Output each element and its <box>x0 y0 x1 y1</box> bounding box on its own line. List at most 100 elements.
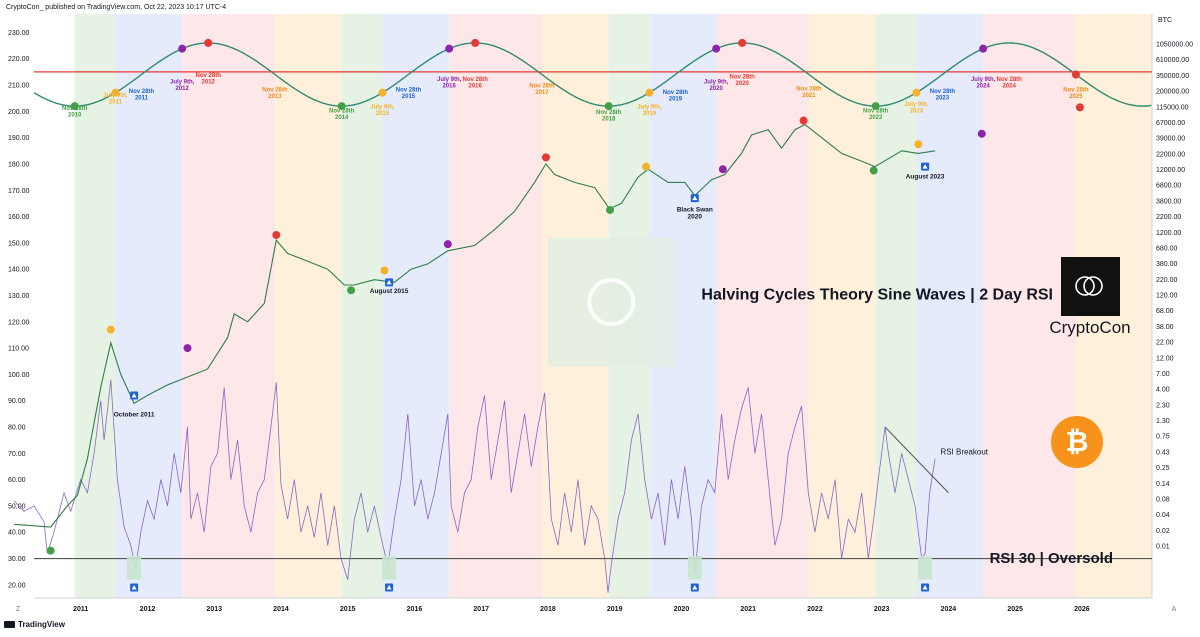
right-axis-label: 1200.00 <box>1156 230 1181 237</box>
x-axis-label: 2026 <box>1074 606 1090 613</box>
wave-dot <box>471 38 480 47</box>
rsi-line <box>13 379 936 593</box>
price-marker-dot <box>443 240 452 249</box>
cycle-band-green <box>875 14 917 598</box>
right-axis-label: 2200.00 <box>1156 214 1181 221</box>
wave-label-date: Nov 28th <box>663 90 689 96</box>
right-axis-label: 1050000.00 <box>1156 42 1193 49</box>
price-marker-dot <box>46 546 55 555</box>
wave-label-year: 2024 <box>976 84 990 90</box>
oversold-highlight <box>687 555 702 580</box>
x-axis-label: 2014 <box>273 606 289 613</box>
left-axis-label: 170.00 <box>8 188 30 195</box>
left-axis-label: 220.00 <box>8 56 30 63</box>
tradingview-icon <box>4 621 15 628</box>
wave-dot <box>178 44 187 53</box>
x-axis-label: 2015 <box>340 606 356 613</box>
tradingview-logo[interactable]: TradingView <box>4 620 65 629</box>
left-axis-label: 120.00 <box>8 319 30 326</box>
right-axis-label: 1.30 <box>1156 418 1170 425</box>
x-axis-label: 2017 <box>473 606 489 613</box>
right-axis-label: 2.30 <box>1156 402 1170 409</box>
wave-label: July 9th,2019 <box>637 105 662 118</box>
currency-label: BTC <box>1158 17 1172 24</box>
annotation: October 2011 <box>114 391 155 418</box>
wave-label-year: 2014 <box>335 115 349 121</box>
right-axis-label: 380.00 <box>1156 261 1178 268</box>
cycle-band-blue <box>382 14 450 598</box>
right-axis-label: 6800.00 <box>1156 183 1181 190</box>
right-axis-label: 220.00 <box>1156 277 1178 284</box>
wave-label-date: Nov 28th <box>596 110 622 116</box>
x-axis-label: 2020 <box>674 606 690 613</box>
x-axis-label: 2025 <box>1007 606 1023 613</box>
left-axis-label: 80.00 <box>8 425 26 432</box>
right-axis-label: 200000.00 <box>1156 89 1189 96</box>
left-axis-label: 200.00 <box>8 109 30 116</box>
cycle-band-blue <box>916 14 984 598</box>
right-axis-label: 0.43 <box>1156 449 1170 456</box>
oversold-arrow-glyph <box>386 584 392 590</box>
oversold-highlight <box>918 555 933 580</box>
wave-label-year: 2025 <box>1069 94 1083 100</box>
oversold-marker <box>687 555 702 592</box>
rsi-breakout-label: RSI Breakout <box>940 448 988 457</box>
x-axis-label: 2022 <box>807 606 823 613</box>
wave-label-date: July 9th, <box>437 77 462 83</box>
right-axis-label: 4.00 <box>1156 387 1170 394</box>
wave-dot <box>204 38 213 47</box>
watermark-logo <box>587 278 636 327</box>
right-axis-label: 610000.00 <box>1156 57 1189 64</box>
left-axis-label: 160.00 <box>8 214 30 221</box>
price-marker-dot <box>380 266 389 275</box>
x-axis-label: 2024 <box>941 606 957 613</box>
annotation-label: August 2015 <box>370 288 409 295</box>
wave-label: July 9th,2023 <box>904 102 929 115</box>
price-marker-dot <box>869 166 878 175</box>
wave-dot <box>337 102 346 111</box>
wave-label-year: 2019 <box>669 97 683 103</box>
wave-dot <box>738 38 747 47</box>
wave-label-year: 2017 <box>535 90 549 96</box>
wave-label-year: 2016 <box>442 84 456 90</box>
wave-label-year: 2013 <box>268 94 282 100</box>
wave-label-year: 2023 <box>910 109 924 115</box>
annotation-label-line2: 2020 <box>688 213 703 220</box>
oversold-highlight <box>382 555 397 580</box>
right-axis-label: 115000.00 <box>1156 104 1189 111</box>
right-axis-label: 0.02 <box>1156 528 1170 535</box>
cycle-band-red <box>449 14 542 598</box>
wave-label-year: 2012 <box>175 86 189 92</box>
watermark-box <box>547 237 675 367</box>
cryptocon-logo: CryptoCon <box>1049 257 1131 337</box>
price-marker-dot <box>914 140 923 149</box>
oversold-label: RSI 30 | Oversold <box>990 550 1113 567</box>
x-axis-label: 2011 <box>73 606 88 613</box>
wave-label: July 9th,2016 <box>437 77 462 90</box>
wave-dot <box>70 102 79 111</box>
wave-label-date: July 9th, <box>971 77 996 83</box>
bitcoin-symbol: ₿ <box>1066 425 1089 458</box>
wave-label-date: Nov 28th <box>129 89 155 95</box>
price-marker-dot <box>541 153 550 162</box>
right-axis-label: 7.00 <box>1156 371 1170 378</box>
x-axis-label: 2021 <box>740 606 756 613</box>
cryptocon-logo-box <box>1061 257 1120 316</box>
bitcoin-logo: ₿ <box>1051 416 1103 468</box>
wave-dot <box>871 102 880 111</box>
wave-label-date: Nov 28th <box>529 84 555 90</box>
wave-label-date: July 9th, <box>370 105 395 111</box>
left-axis-label: 30.00 <box>8 556 26 563</box>
right-axis-label: 39000.00 <box>1156 136 1185 143</box>
wave-label-date: Nov 28th <box>796 86 822 92</box>
wave-label-year: 2016 <box>469 84 483 90</box>
wave-label: July 9th,2020 <box>704 80 729 93</box>
wave-label-date: Nov 28th <box>329 109 355 115</box>
right-axis-label: 12.00 <box>1156 355 1174 362</box>
x-axis-label: 2023 <box>874 606 890 613</box>
